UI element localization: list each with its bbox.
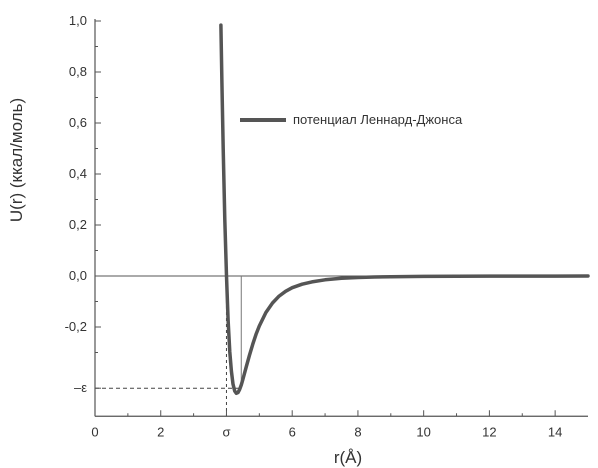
legend: потенциал Леннард-Джонса [240,112,463,127]
y-tick-label: 0,0 [69,268,87,283]
x-tick-label: 8 [354,424,361,439]
legend-label: потенциал Леннард-Джонса [293,112,463,127]
guide-lines [95,276,242,417]
y-tick-label: 0,6 [69,115,87,130]
y-axis-title: U(r) (ккал/моль) [7,98,26,222]
series-layer [219,23,590,396]
y-tick-label: 0,2 [69,217,87,232]
x-tick-label: 0 [91,424,98,439]
y-tick-label: -0,2 [65,319,87,334]
y-tick-label: –ε [74,380,87,395]
x-axis-title: r(Å) [334,448,362,467]
y-tick-label: 0,4 [69,166,87,181]
lennard-jones-curve [219,23,590,396]
x-tick-label: 2 [157,424,164,439]
y-tick-label: 1,0 [69,13,87,28]
axes [94,19,588,417]
y-tick-label: 0,8 [69,64,87,79]
x-tick-label: 14 [548,424,562,439]
ticks: 0 2 σ 6 8 10 12 14 1,0 0,8 0,6 0,4 0,2 0,0 -0,2 –ε [65,13,563,439]
x-tick-label: σ [222,424,230,439]
x-tick-label: 6 [289,424,296,439]
x-tick-label: 10 [416,424,430,439]
x-tick-label: 12 [482,424,496,439]
